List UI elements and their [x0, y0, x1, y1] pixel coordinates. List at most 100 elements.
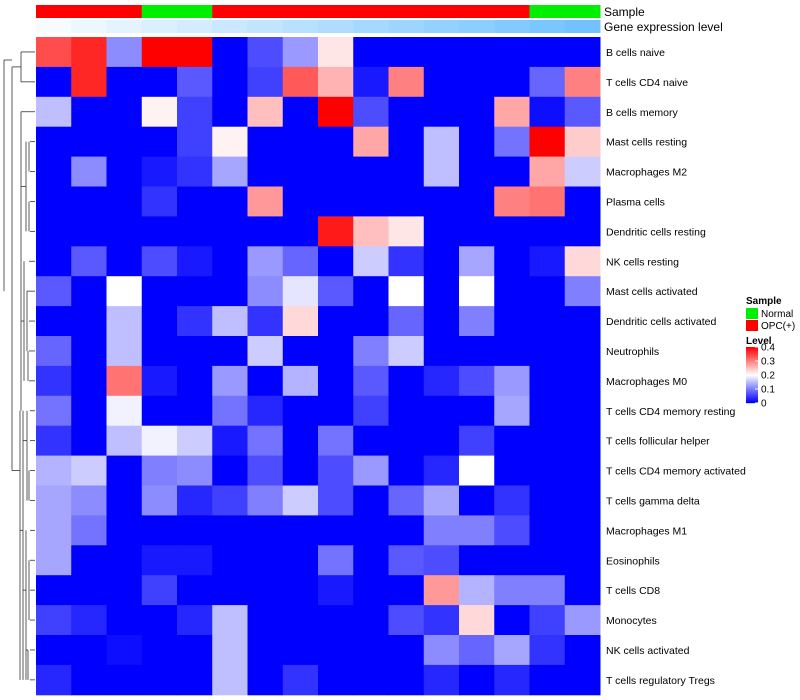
heatmap-cell [247, 485, 284, 516]
heatmap-cell [459, 96, 495, 128]
heatmap-cell [494, 485, 530, 516]
annotation-cell [71, 5, 107, 18]
heatmap-cell [177, 126, 213, 158]
legend-colorbar-segment [746, 381, 758, 383]
heatmap-cell [212, 216, 248, 247]
heatmap-cell [423, 605, 460, 636]
heatmap-cell [247, 306, 284, 337]
heatmap-cell [388, 156, 425, 187]
annotation-cell [36, 5, 72, 18]
heatmap-cell [353, 455, 389, 486]
heatmap-cell [177, 186, 213, 217]
heatmap-cell [141, 605, 178, 636]
heatmap-cell [564, 186, 601, 217]
heatmap-cell [36, 365, 72, 397]
heatmap-cell [106, 186, 143, 217]
heatmap-cell [353, 545, 389, 576]
heatmap-cell [212, 515, 248, 546]
row-label: Macrophages M0 [606, 376, 687, 388]
heatmap-cell [282, 156, 319, 187]
heatmap-cell [564, 365, 601, 397]
row-label: T cells CD4 naive [606, 77, 688, 89]
heatmap-cell [247, 246, 284, 277]
heatmap-cell [423, 186, 460, 217]
heatmap-cell [36, 395, 72, 427]
heatmap-cell [529, 575, 566, 606]
heatmap-cell [247, 605, 284, 636]
heatmap-cell [141, 37, 178, 68]
heatmap-cell [177, 605, 213, 636]
heatmap-cell [318, 664, 354, 696]
legend-colorbar-segment [746, 372, 758, 374]
legend-colorbar-segment [746, 365, 758, 367]
annotation-cell [177, 20, 213, 33]
legend-tick-label: 0.4 [761, 343, 775, 354]
heatmap-cell [459, 664, 495, 696]
heatmap-cell [494, 126, 530, 158]
legend-colorbar-segment [746, 398, 758, 400]
heatmap-cell [353, 635, 389, 666]
heatmap-cell [247, 664, 284, 696]
heatmap-cell [247, 186, 284, 217]
heatmap-cell [141, 664, 178, 696]
heatmap-cell [494, 336, 530, 367]
legend-tick-label: 0 [761, 399, 767, 410]
heatmap-cell [282, 336, 319, 367]
heatmap-cell [318, 455, 354, 486]
heatmap-cell [212, 276, 248, 307]
heatmap-cell [529, 186, 566, 217]
annotation-cell [459, 20, 495, 33]
heatmap-cell [177, 425, 213, 457]
legend-colorbar-segment [746, 356, 758, 358]
heatmap-cell [529, 246, 566, 277]
row-label: NK cells activated [606, 645, 690, 657]
heatmap-cell [282, 365, 319, 397]
heatmap-cell [529, 664, 566, 696]
heatmap-cell [141, 126, 178, 158]
heatmap-cell [106, 96, 143, 128]
heatmap-cell [494, 635, 530, 666]
heatmap-cell [36, 96, 72, 128]
heatmap-cell [282, 186, 319, 217]
heatmap-cell [141, 96, 178, 128]
heatmap-cell [388, 575, 425, 606]
heatmap-cell [71, 37, 107, 68]
heatmap-cell [353, 485, 389, 516]
heatmap-cell [388, 66, 425, 98]
heatmap-cell [212, 635, 248, 666]
heatmap-cell [71, 545, 107, 576]
legend-tick-label: 0.3 [761, 357, 775, 368]
heatmap-cell [141, 365, 178, 397]
heatmap-cell [247, 156, 284, 187]
annotation-cell [36, 20, 72, 33]
heatmap-cell [564, 485, 601, 516]
row-label: T cells regulatory Tregs [606, 675, 715, 687]
heatmap-cell [36, 455, 72, 486]
annotation-cell [494, 5, 530, 18]
heatmap-cell [388, 545, 425, 576]
heatmap-cell [353, 336, 389, 367]
heatmap-cell [494, 186, 530, 217]
legend-colorbar-segment [746, 347, 758, 349]
legend-colorbar-segment [746, 369, 758, 371]
heatmap-cell [106, 485, 143, 516]
heatmap-cell [71, 575, 107, 606]
annotation-cell [423, 20, 460, 33]
heatmap-cell [494, 664, 530, 696]
row-label: Dendritic cells resting [606, 226, 706, 238]
heatmap-cell [282, 66, 319, 98]
heatmap-cell [36, 246, 72, 277]
heatmap-cell [353, 306, 389, 337]
heatmap-cell [459, 126, 495, 158]
heatmap-cell [212, 37, 248, 68]
heatmap-cell [247, 515, 284, 546]
row-label: Dendritic cells activated [606, 316, 716, 328]
heatmap-cell [388, 365, 425, 397]
heatmap-cell [106, 455, 143, 486]
heatmap-cell [247, 66, 284, 98]
heatmap-cell [141, 216, 178, 247]
heatmap-cell [353, 664, 389, 696]
heatmap-cell [212, 126, 248, 158]
heatmap-cell [564, 575, 601, 606]
